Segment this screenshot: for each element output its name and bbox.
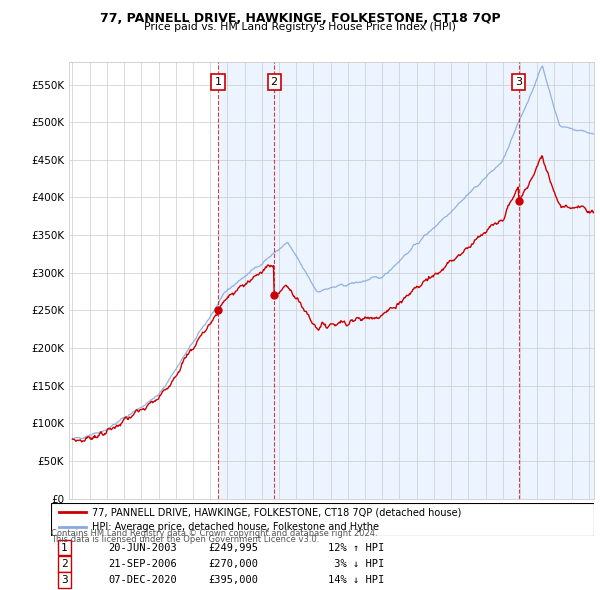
Text: 2: 2 [61, 559, 68, 569]
Text: £395,000: £395,000 [208, 575, 259, 585]
Text: 14% ↓ HPI: 14% ↓ HPI [328, 575, 384, 585]
Bar [518, 62, 594, 499]
Text: 77, PANNELL DRIVE, HAWKINGE, FOLKESTONE, CT18 7QP: 77, PANNELL DRIVE, HAWKINGE, FOLKESTONE,… [100, 12, 500, 25]
Text: 21-SEP-2006: 21-SEP-2006 [108, 559, 177, 569]
Text: This data is licensed under the Open Government Licence v3.0.: This data is licensed under the Open Gov… [51, 535, 319, 544]
Text: 3% ↓ HPI: 3% ↓ HPI [328, 559, 384, 569]
Text: 3: 3 [515, 77, 522, 87]
Text: Price paid vs. HM Land Registry's House Price Index (HPI): Price paid vs. HM Land Registry's House … [144, 22, 456, 32]
Text: 3: 3 [61, 575, 68, 585]
Text: £249,995: £249,995 [208, 543, 259, 553]
Bar [274, 62, 518, 499]
Text: Contains HM Land Registry data © Crown copyright and database right 2024.: Contains HM Land Registry data © Crown c… [51, 529, 377, 538]
Text: 20-JUN-2003: 20-JUN-2003 [108, 543, 177, 553]
Text: £270,000: £270,000 [208, 559, 259, 569]
Text: 12% ↑ HPI: 12% ↑ HPI [328, 543, 384, 553]
Text: 07-DEC-2020: 07-DEC-2020 [108, 575, 177, 585]
Text: 1: 1 [61, 543, 68, 553]
Text: 2: 2 [271, 77, 278, 87]
Text: HPI: Average price, detached house, Folkestone and Hythe: HPI: Average price, detached house, Folk… [92, 522, 379, 532]
Text: 1: 1 [215, 77, 221, 87]
Bar [218, 62, 274, 499]
Text: 77, PANNELL DRIVE, HAWKINGE, FOLKESTONE, CT18 7QP (detached house): 77, PANNELL DRIVE, HAWKINGE, FOLKESTONE,… [92, 507, 461, 517]
